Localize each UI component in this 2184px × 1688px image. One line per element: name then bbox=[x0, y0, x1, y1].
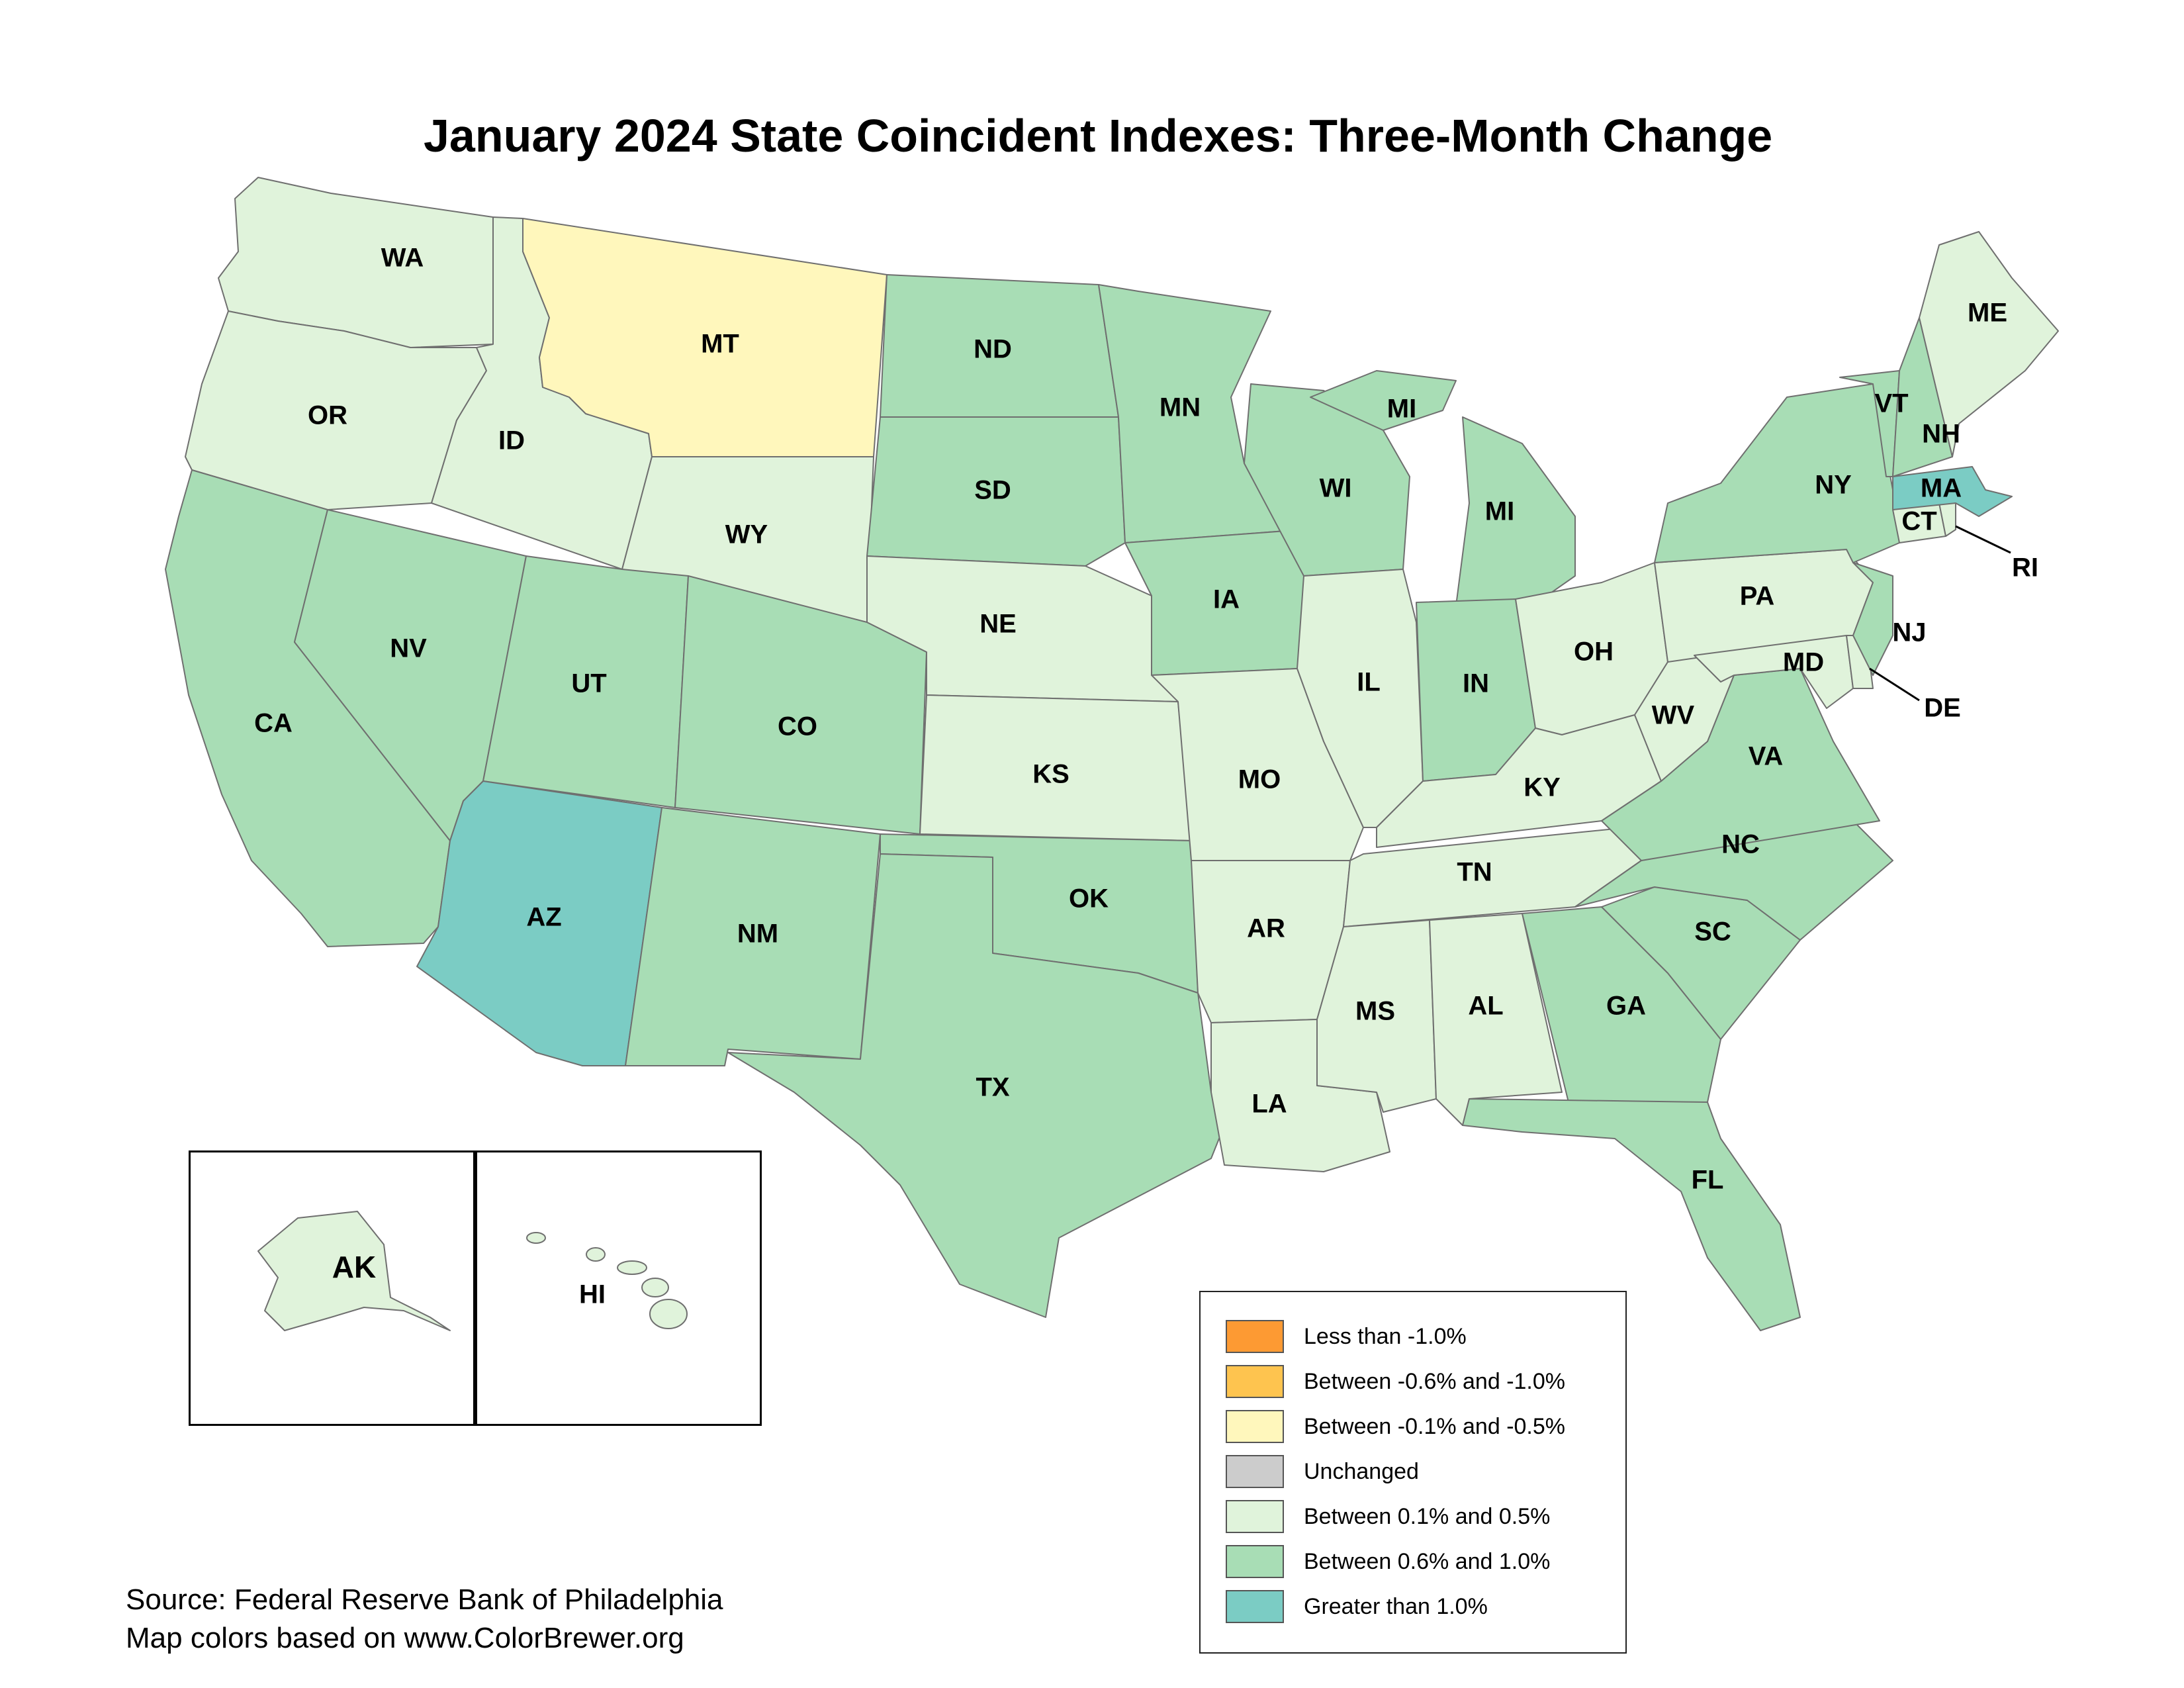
label-OK: OK bbox=[1069, 884, 1109, 914]
colorbrewer-line: Map colors based on www.ColorBrewer.org bbox=[126, 1622, 684, 1654]
state-AK[interactable] bbox=[257, 1211, 451, 1331]
label-MS: MS bbox=[1355, 997, 1395, 1026]
label-SD: SD bbox=[974, 476, 1011, 505]
label-WY: WY bbox=[725, 520, 768, 549]
legend-swatch bbox=[1226, 1410, 1284, 1443]
label-CT: CT bbox=[1901, 507, 1936, 536]
state-MI[interactable] bbox=[1455, 416, 1576, 606]
legend-swatch bbox=[1226, 1365, 1284, 1398]
legend-item: Between 0.1% and 0.5% bbox=[1226, 1500, 1550, 1533]
label-DE: DE bbox=[1924, 694, 1961, 723]
state-ME[interactable] bbox=[1919, 231, 2059, 457]
label-AZ: AZ bbox=[526, 903, 561, 932]
label-CA: CA bbox=[254, 709, 293, 738]
legend-swatch bbox=[1226, 1500, 1284, 1533]
label-RI: RI bbox=[2012, 553, 2038, 583]
label-NV: NV bbox=[390, 634, 427, 663]
label-AL: AL bbox=[1468, 992, 1503, 1021]
label-WV: WV bbox=[1652, 701, 1695, 730]
label-SC: SC bbox=[1694, 917, 1731, 947]
label-WA: WA bbox=[381, 244, 424, 273]
legend-swatch bbox=[1226, 1455, 1284, 1488]
legend-item: Less than -1.0% bbox=[1226, 1320, 1467, 1353]
label-MT: MT bbox=[701, 330, 739, 359]
legend-label: Between 0.6% and 1.0% bbox=[1304, 1548, 1551, 1574]
state-MI-upper[interactable] bbox=[1310, 370, 1457, 431]
label-NE: NE bbox=[979, 610, 1017, 639]
state-VT[interactable] bbox=[1839, 370, 1900, 477]
label-MA: MA bbox=[1921, 474, 1962, 503]
legend-label: Unchanged bbox=[1304, 1458, 1419, 1484]
state-MT[interactable] bbox=[522, 218, 887, 457]
label-VA: VA bbox=[1749, 742, 1784, 771]
label-LA: LA bbox=[1251, 1090, 1287, 1119]
label-IN: IN bbox=[1463, 669, 1489, 698]
label-MN: MN bbox=[1160, 393, 1201, 422]
label-MO: MO bbox=[1238, 765, 1281, 794]
label-HI: HI bbox=[579, 1280, 606, 1309]
state-NY[interactable] bbox=[1654, 383, 1900, 563]
legend-label: Less than -1.0% bbox=[1304, 1323, 1467, 1349]
legend-label: Between -0.1% and -0.5% bbox=[1304, 1413, 1566, 1439]
legend-label: Between -0.6% and -1.0% bbox=[1304, 1368, 1566, 1394]
state-MA[interactable] bbox=[1892, 466, 2013, 517]
label-AR: AR bbox=[1247, 914, 1285, 943]
state-FL[interactable] bbox=[1462, 1098, 1801, 1331]
source-note: Source: Federal Reserve Bank of Philadel… bbox=[126, 1581, 723, 1658]
label-FL: FL bbox=[1692, 1166, 1724, 1195]
leader-DE bbox=[1869, 667, 1920, 702]
label-NC: NC bbox=[1721, 830, 1760, 859]
legend-label: Between 0.1% and 0.5% bbox=[1304, 1503, 1551, 1529]
label-WI: WI bbox=[1320, 474, 1352, 503]
legend-swatch bbox=[1226, 1545, 1284, 1578]
legend: Less than -1.0% Between -0.6% and -1.0% … bbox=[1199, 1291, 1627, 1654]
legend-item: Between -0.6% and -1.0% bbox=[1226, 1365, 1565, 1398]
label-MD: MD bbox=[1783, 648, 1824, 677]
label-NY: NY bbox=[1815, 471, 1852, 500]
label-TX: TX bbox=[976, 1073, 1009, 1102]
legend-swatch bbox=[1226, 1590, 1284, 1623]
label-UT: UT bbox=[571, 669, 606, 698]
state-SD[interactable] bbox=[866, 416, 1126, 567]
legend-swatch bbox=[1226, 1320, 1284, 1353]
page-title: January 2024 State Coincident Indexes: T… bbox=[424, 110, 1773, 162]
hawaii-inset bbox=[473, 1150, 762, 1426]
label-ME: ME bbox=[1968, 299, 2007, 328]
alaska-inset bbox=[189, 1150, 477, 1426]
label-VT: VT bbox=[1874, 389, 1908, 418]
legend-item: Greater than 1.0% bbox=[1226, 1590, 1488, 1623]
label-IA: IA bbox=[1213, 585, 1240, 614]
label-NM: NM bbox=[737, 919, 778, 949]
label-NH: NH bbox=[1922, 420, 1960, 449]
label-KY: KY bbox=[1524, 773, 1561, 802]
label-OR: OR bbox=[308, 401, 347, 430]
state-HI-islands[interactable] bbox=[526, 1232, 688, 1329]
state-CO[interactable] bbox=[674, 575, 927, 835]
label-ND: ND bbox=[974, 335, 1012, 364]
label-OH: OH bbox=[1574, 637, 1614, 667]
label-ID: ID bbox=[498, 426, 525, 455]
source-line: Source: Federal Reserve Bank of Philadel… bbox=[126, 1583, 723, 1616]
label-PA: PA bbox=[1740, 582, 1775, 611]
label-GA: GA bbox=[1606, 992, 1646, 1021]
legend-item: Between 0.6% and 1.0% bbox=[1226, 1545, 1550, 1578]
state-NJ[interactable] bbox=[1852, 562, 1893, 676]
label-MI-upper: MI bbox=[1387, 395, 1416, 424]
label-IL: IL bbox=[1357, 668, 1381, 697]
label-MI: MI bbox=[1485, 497, 1514, 526]
label-NJ: NJ bbox=[1892, 618, 1926, 647]
label-KS: KS bbox=[1032, 760, 1069, 789]
label-CO: CO bbox=[778, 712, 817, 741]
leader-RI bbox=[1955, 525, 2011, 554]
legend-item: Unchanged bbox=[1226, 1455, 1419, 1488]
legend-label: Greater than 1.0% bbox=[1304, 1593, 1488, 1619]
label-TN: TN bbox=[1457, 858, 1492, 887]
label-AK: AK bbox=[332, 1250, 376, 1284]
legend-item: Between -0.1% and -0.5% bbox=[1226, 1410, 1565, 1443]
state-TX[interactable] bbox=[727, 853, 1225, 1318]
